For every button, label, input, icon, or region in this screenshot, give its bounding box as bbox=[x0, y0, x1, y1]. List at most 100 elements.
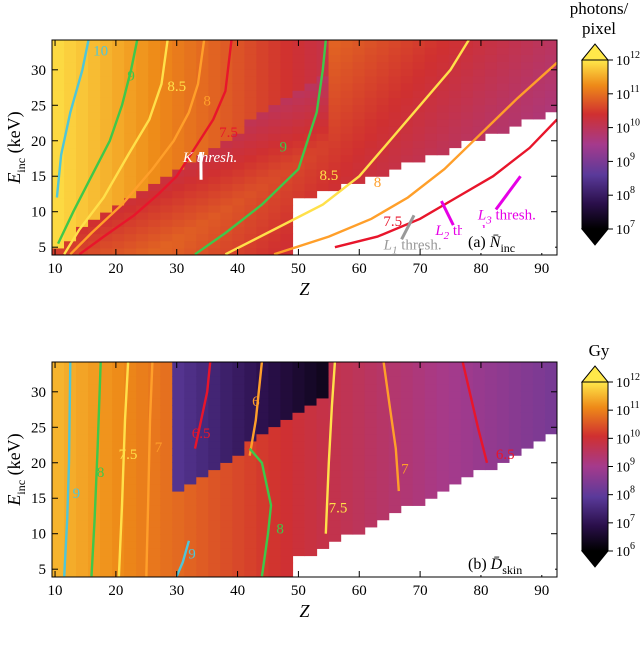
heat-cell bbox=[136, 397, 149, 406]
heat-cell bbox=[52, 61, 65, 70]
heat-cell bbox=[304, 462, 318, 471]
heat-cell bbox=[268, 541, 282, 549]
heat-cell bbox=[328, 498, 342, 506]
heat-cell bbox=[448, 118, 462, 127]
heat-cell bbox=[268, 83, 282, 91]
panel-label: (b) D̄skin bbox=[468, 556, 522, 577]
heat-cell bbox=[244, 47, 258, 55]
heat-cell bbox=[268, 126, 282, 134]
heat-cell bbox=[136, 97, 149, 106]
heat-cell bbox=[328, 47, 342, 55]
heat-cell bbox=[64, 126, 77, 134]
heat-cell bbox=[328, 183, 342, 192]
heat-cell bbox=[460, 133, 474, 141]
heat-cell bbox=[64, 147, 77, 156]
heat-cell bbox=[412, 426, 426, 435]
heat-cell bbox=[112, 426, 125, 435]
heat-cell bbox=[52, 448, 65, 456]
x-tick-label: 30 bbox=[169, 583, 184, 599]
heat-cell bbox=[412, 483, 426, 492]
heat-cell bbox=[376, 54, 390, 63]
heat-cell bbox=[112, 68, 125, 77]
heat-cell bbox=[304, 519, 318, 528]
heat-cell bbox=[112, 491, 125, 499]
heat-cell bbox=[172, 390, 185, 399]
heat-cell bbox=[508, 362, 522, 370]
heat-cell bbox=[448, 111, 462, 120]
heat-cell bbox=[136, 548, 149, 557]
heat-cell bbox=[184, 90, 197, 98]
heat-cell bbox=[196, 455, 209, 463]
heat-cell bbox=[124, 183, 137, 192]
heat-cell bbox=[376, 140, 390, 149]
heat-cell bbox=[460, 111, 474, 120]
heat-cell bbox=[448, 126, 462, 134]
heat-cell bbox=[316, 512, 330, 521]
heat-cell bbox=[328, 455, 342, 463]
heat-cell bbox=[280, 369, 294, 377]
heat-cell bbox=[328, 440, 342, 449]
heat-cell bbox=[172, 469, 185, 478]
heat-cell bbox=[268, 61, 282, 70]
heat-cell bbox=[136, 448, 149, 456]
heat-cell bbox=[112, 126, 125, 134]
heat-cell bbox=[172, 176, 185, 184]
heat-cell bbox=[280, 498, 294, 506]
annotation-text: L3 thresh. bbox=[477, 208, 536, 227]
heat-cell bbox=[352, 154, 366, 163]
x-tick-label: 40 bbox=[230, 583, 245, 599]
heat-cell bbox=[112, 133, 125, 141]
heat-cell bbox=[64, 541, 77, 549]
heat-cell bbox=[364, 498, 378, 506]
heat-cell bbox=[112, 240, 125, 249]
heat-cell bbox=[148, 183, 161, 192]
heat-cell bbox=[340, 462, 354, 471]
heat-cell bbox=[544, 61, 557, 70]
heat-cell bbox=[148, 519, 161, 528]
contour-label-7.5: 7.5 bbox=[219, 125, 238, 141]
heat-cell bbox=[388, 397, 402, 406]
heat-cell bbox=[328, 526, 342, 535]
heat-cell bbox=[232, 61, 245, 70]
heat-cell bbox=[220, 498, 233, 506]
heat-cell bbox=[244, 161, 258, 170]
heat-cell bbox=[328, 126, 342, 134]
heat-cell bbox=[136, 154, 149, 163]
heat-cell bbox=[388, 147, 402, 156]
heat-cell bbox=[232, 562, 245, 571]
heat-cell bbox=[388, 40, 402, 48]
heat-cell bbox=[256, 519, 270, 528]
heat-cell bbox=[424, 75, 438, 84]
heat-cell bbox=[52, 118, 65, 127]
heat-cell bbox=[424, 61, 438, 70]
heat-cell bbox=[88, 483, 101, 492]
heat-cell bbox=[436, 90, 450, 98]
heat-cell bbox=[316, 169, 330, 177]
heat-cell bbox=[136, 419, 149, 428]
heat-cell bbox=[376, 118, 390, 127]
heat-cell bbox=[136, 233, 149, 242]
heat-cell bbox=[220, 133, 233, 141]
heat-cell bbox=[244, 390, 258, 399]
heat-cell bbox=[124, 111, 137, 120]
heat-cell bbox=[196, 183, 209, 192]
heat-cell bbox=[268, 491, 282, 499]
heat-cell bbox=[412, 54, 426, 63]
heat-cell bbox=[100, 126, 113, 134]
heat-cell bbox=[376, 169, 390, 177]
heat-cell bbox=[340, 512, 354, 521]
heat-cell bbox=[88, 247, 101, 255]
heat-cell bbox=[100, 469, 113, 478]
heat-cell bbox=[472, 97, 486, 106]
heat-cell bbox=[100, 498, 113, 506]
heat-cell bbox=[100, 569, 113, 577]
heat-cell bbox=[424, 118, 438, 127]
heat-cell bbox=[172, 433, 185, 442]
heat-cell bbox=[64, 154, 77, 163]
heat-cell bbox=[388, 75, 402, 84]
heat-cell bbox=[280, 397, 294, 406]
heat-cell bbox=[112, 405, 125, 413]
colorbar-max-arrow bbox=[580, 365, 610, 383]
heat-cell bbox=[232, 426, 245, 435]
heat-cell bbox=[136, 190, 149, 199]
